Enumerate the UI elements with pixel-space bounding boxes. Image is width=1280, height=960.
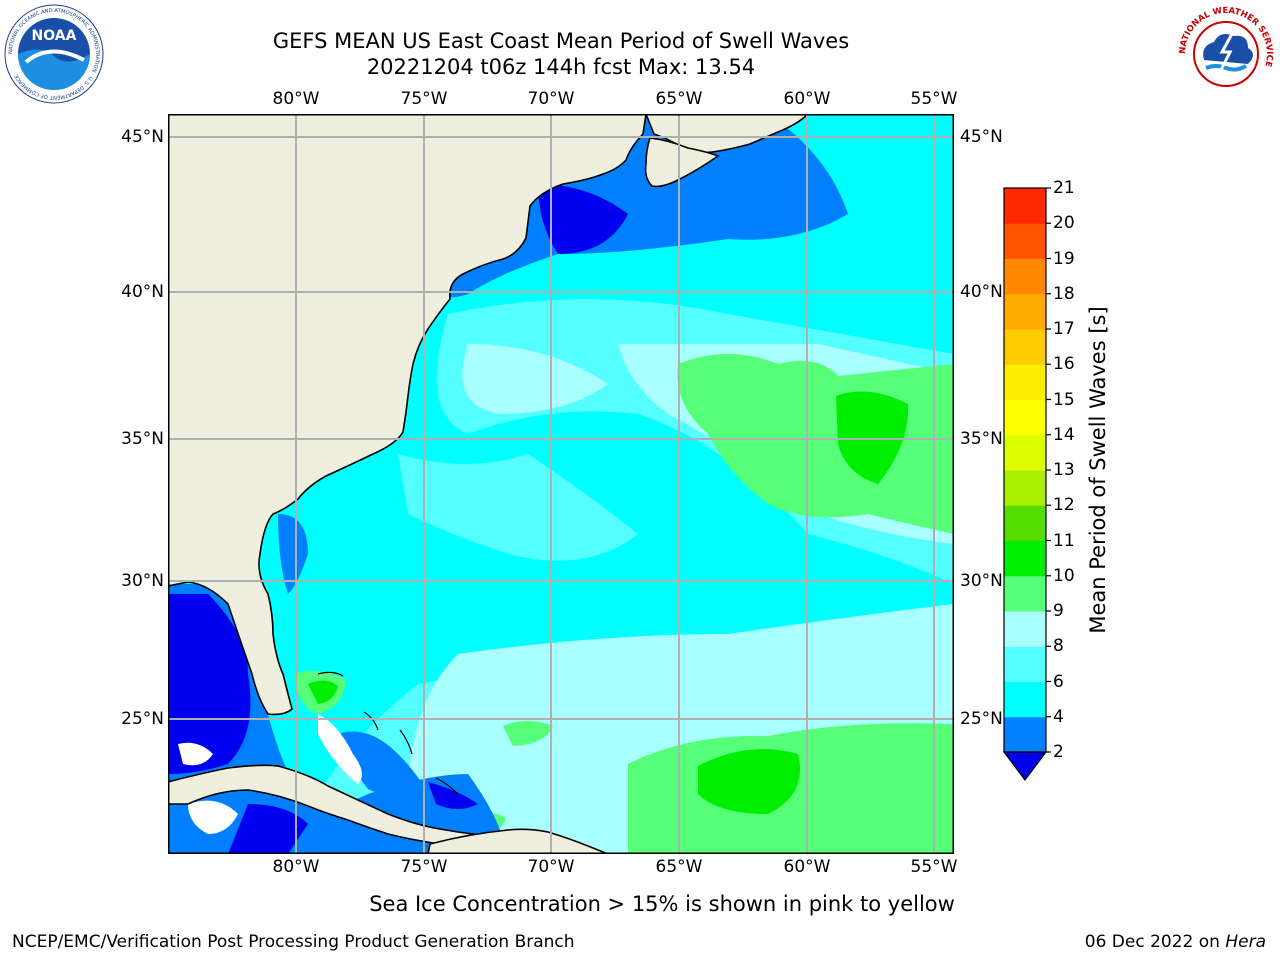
colorbar-tick-label: 21	[1053, 178, 1075, 198]
colorbar-cell	[1004, 470, 1046, 506]
swell-zone-9-10	[503, 721, 553, 746]
colorbar-tick-label: 6	[1053, 671, 1064, 692]
colorbar-tick-label: 13	[1053, 460, 1075, 480]
colorbar-tick-label: 20	[1053, 213, 1075, 234]
masked-area	[178, 742, 213, 766]
footer-machine: Hera	[1225, 932, 1266, 952]
footer-branch: NCEP/EMC/Verification Post Processing Pr…	[12, 932, 575, 952]
colorbar-tick-label: 14	[1053, 424, 1075, 445]
colorbar-cell	[1004, 223, 1046, 259]
lon-label-bottom: 55°W	[910, 857, 958, 877]
chart-title: GEFS MEAN US East Coast Mean Period of S…	[272, 29, 850, 53]
colorbar-tick-label: 2	[1053, 742, 1064, 762]
sea-ice-note: Sea Ice Concentration > 15% is shown in …	[369, 892, 955, 916]
lat-label-left: 30°N	[121, 571, 164, 591]
swell-zone-lt2	[168, 594, 251, 774]
map-frame	[168, 114, 954, 854]
colorbar-cell	[1004, 646, 1046, 682]
lon-label-top: 60°W	[783, 89, 831, 109]
lon-label-top: 65°W	[655, 89, 703, 109]
swell-zone-2-4	[278, 514, 308, 594]
swell-zone-10-11	[308, 680, 338, 704]
swell-zone-10-11	[698, 749, 800, 814]
colorbar-cell	[1004, 611, 1046, 647]
footer-date-text: 06 Dec 2022 on	[1084, 932, 1226, 952]
colorbar-cell	[1004, 540, 1046, 577]
lon-label-top: 75°W	[400, 89, 448, 109]
colorbar-cell	[1004, 364, 1046, 400]
colorbar-tick-label: 18	[1053, 283, 1075, 304]
colorbar-tick-label: 10	[1053, 565, 1075, 586]
swell-zone-2-4	[338, 731, 428, 798]
lat-label-right: 35°N	[960, 429, 1003, 449]
lon-label-top: 70°W	[527, 89, 575, 109]
colorbar-tick-label: 15	[1053, 389, 1075, 410]
colorbar-cell	[1004, 681, 1046, 718]
colorbar-cell	[1004, 399, 1046, 436]
colorbar-tick-label: 16	[1053, 354, 1075, 375]
lon-label-bottom: 75°W	[400, 857, 448, 877]
lat-label-right: 40°N	[960, 282, 1003, 302]
swell-zone-8-9	[462, 344, 608, 414]
swell-zone-10-11	[836, 391, 909, 484]
swell-zone-lt2	[538, 184, 628, 254]
land-hispaniola	[427, 828, 609, 854]
graticule	[168, 114, 954, 854]
lat-label-left: 45°N	[121, 127, 164, 147]
chart-subtitle: 20221204 t06z 144h fcst Max: 13.54	[366, 55, 756, 79]
colorbar-cell	[1004, 293, 1046, 330]
masked-area	[188, 800, 238, 834]
svg-text:NOAA: NOAA	[32, 28, 77, 44]
colorbar-tick-label: 12	[1053, 495, 1075, 516]
lon-label-bottom: 65°W	[655, 857, 703, 877]
swell-period-map	[168, 114, 954, 854]
colorbar-cell	[1004, 258, 1046, 295]
colorbar-tick-label: 4	[1053, 706, 1064, 727]
colorbar-cell	[1004, 716, 1046, 753]
swell-zone-lt2	[428, 782, 478, 809]
lon-label-bottom: 70°W	[527, 857, 575, 877]
colorbar-tick-label: 8	[1053, 636, 1064, 657]
colorbar-tick-label: 19	[1053, 248, 1075, 269]
colorbar-cell	[1004, 434, 1046, 471]
colorbar-cell	[1004, 505, 1046, 541]
swell-zone-6-8	[398, 454, 638, 561]
colorbar-cell	[1004, 188, 1046, 224]
lon-label-top: 55°W	[910, 89, 958, 109]
lat-label-right: 25°N	[960, 709, 1003, 729]
lat-label-right: 30°N	[960, 571, 1003, 591]
colorbar-tick-label: 9	[1053, 601, 1064, 621]
lat-label-left: 25°N	[121, 709, 164, 729]
lon-label-bottom: 60°W	[783, 857, 831, 877]
lat-label-left: 35°N	[121, 429, 164, 449]
colorbar-tick-label: 17	[1053, 319, 1075, 339]
colorbar-cell	[1004, 575, 1046, 612]
swell-zone-lt2	[228, 804, 308, 854]
masked-area	[318, 714, 362, 784]
colorbar-cell	[1004, 329, 1046, 365]
lat-label-left: 40°N	[121, 282, 164, 302]
lat-label-right: 45°N	[960, 127, 1003, 147]
colorbar	[1002, 187, 1051, 781]
footer-date: 06 Dec 2022 on Hera	[1085, 932, 1266, 952]
lon-label-top: 80°W	[272, 89, 320, 109]
nws-logo: NATIONAL WEATHER SERVICE	[1177, 5, 1275, 103]
noaa-logo: NOAA NATIONAL OCEANIC AND ATMOSPHERIC AD…	[4, 4, 104, 104]
colorbar-tick-label: 11	[1053, 530, 1075, 551]
lon-label-bottom: 80°W	[272, 857, 320, 877]
colorbar-under-triangle	[1002, 751, 1048, 781]
land-north-america	[168, 114, 647, 716]
